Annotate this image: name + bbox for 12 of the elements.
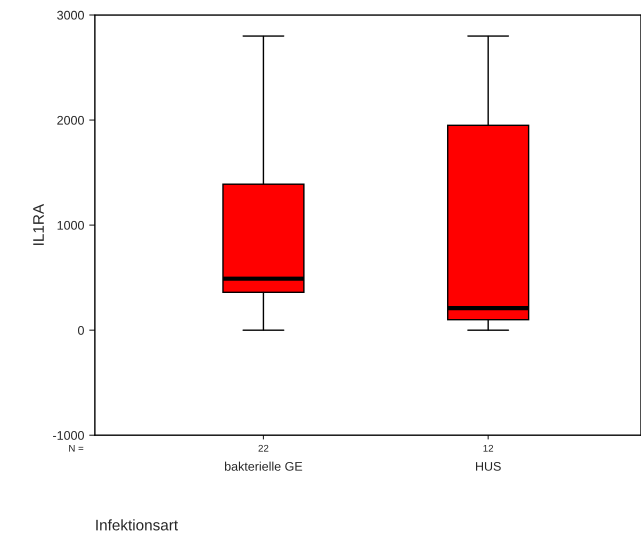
y-tick-label: -1000 (53, 431, 84, 440)
text: 12 (484, 444, 494, 452)
text: 22 (258, 444, 268, 452)
y-tick-label: 3000 (57, 10, 84, 20)
y-tick-label: 1000 (58, 220, 84, 230)
x-axis-title: Infektionsart (96, 519, 178, 530)
y-axis-title: IL1RA (33, 204, 44, 245)
x-tick-label: HUS (476, 462, 501, 471)
text: N = (69, 444, 84, 452)
y-tick-label: 0 (78, 326, 84, 335)
y-tick-label: 2000 (57, 116, 84, 125)
x-tick-label: bakterielle GE (224, 462, 302, 471)
